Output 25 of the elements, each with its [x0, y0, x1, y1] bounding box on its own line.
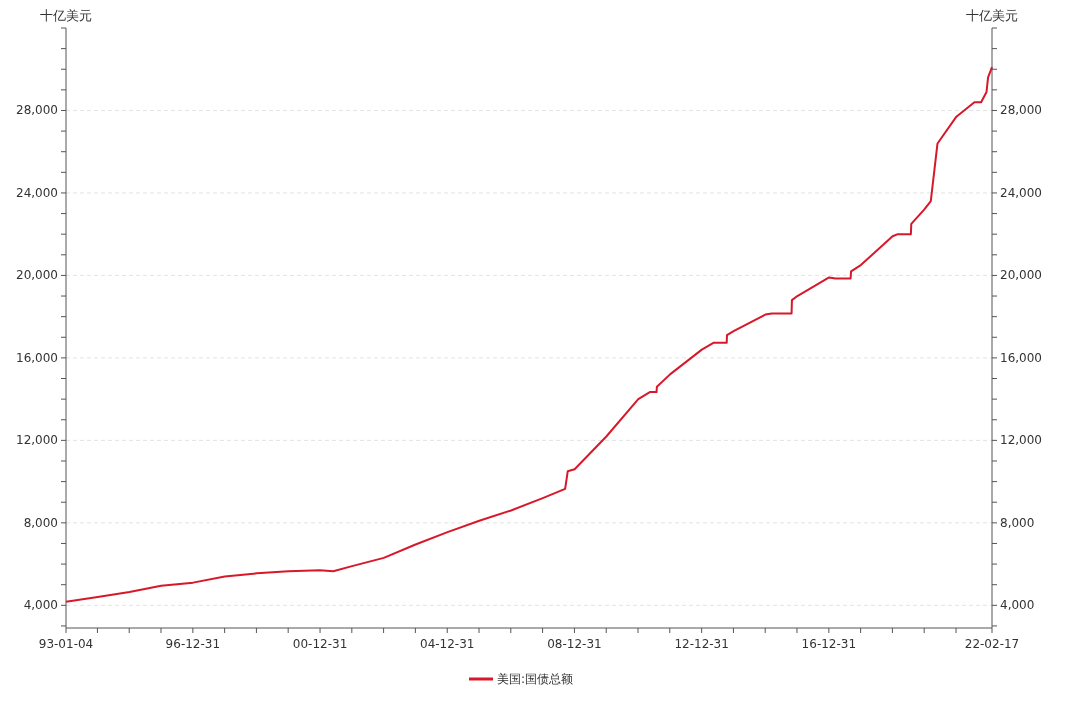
x-tick-label: 22-02-17 [964, 637, 1020, 651]
y2-tick-label: 12,000 [1000, 433, 1042, 448]
y-tick-label: 8,000 [23, 515, 58, 530]
x-tick-label: 16-12-31 [801, 637, 857, 651]
y2-tick-label: 24,000 [1000, 185, 1042, 200]
y-tick-label: 4,000 [23, 598, 58, 613]
y2-tick-label: 20,000 [1000, 268, 1042, 283]
y2-tick-label: 4,000 [1000, 598, 1035, 613]
legend-label: 美国:国债总额 [497, 672, 574, 686]
y-tick-label: 24,000 [16, 185, 58, 200]
y2-tick-label: 16,000 [1000, 350, 1042, 365]
y-tick-label: 12,000 [16, 433, 58, 448]
y2-tick-label: 28,000 [1000, 103, 1042, 118]
x-tick-label: 96-12-31 [165, 637, 221, 651]
y2-tick-label: 8,000 [1000, 515, 1035, 530]
x-tick-label: 93-01-04 [38, 637, 94, 651]
x-tick-label: 04-12-31 [420, 637, 475, 651]
x-tick-label: 08-12-31 [547, 637, 602, 651]
x-tick-label: 12-12-31 [674, 637, 729, 651]
y-tick-label: 28,000 [16, 103, 58, 118]
y-axis-title: 十亿美元 [40, 8, 92, 23]
y-tick-label: 16,000 [16, 350, 58, 365]
y2-axis-title: 十亿美元 [966, 8, 1018, 23]
x-tick-label: 00-12-31 [292, 637, 348, 651]
y-tick-label: 20,000 [16, 268, 58, 283]
